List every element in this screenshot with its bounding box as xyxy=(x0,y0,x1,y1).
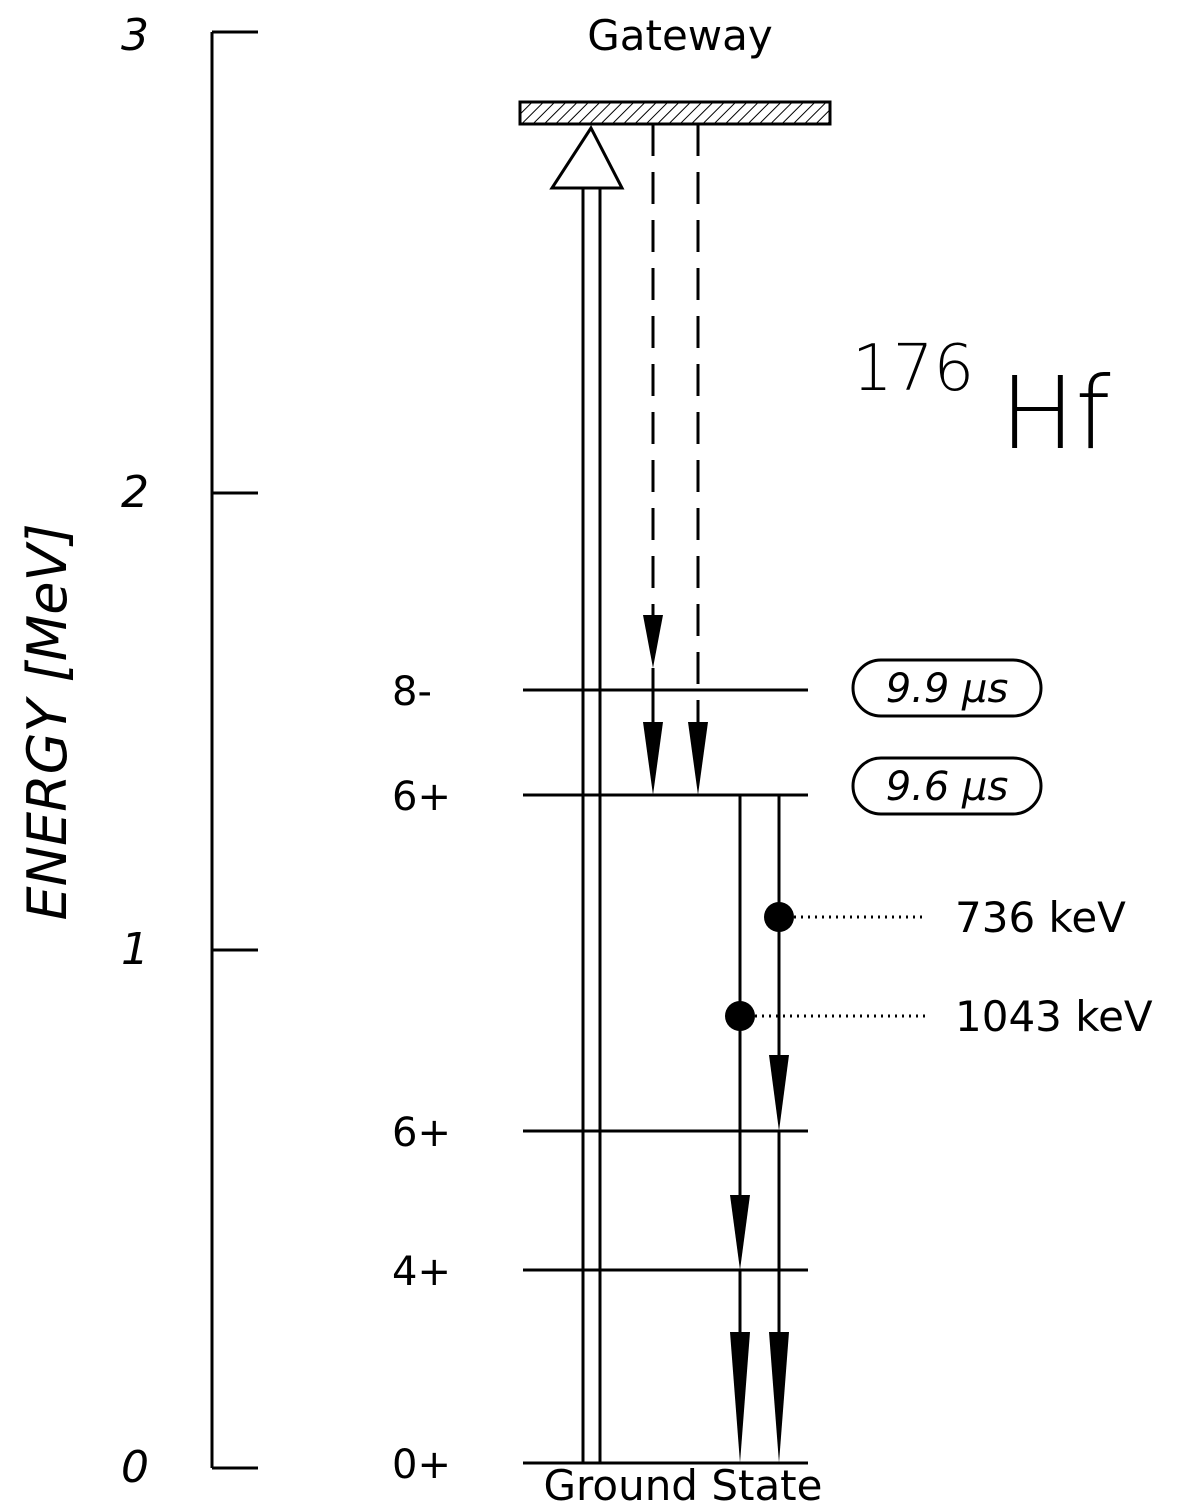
energy-axis: 0 1 2 3 ENERGY [MeV] xyxy=(16,10,258,1493)
gamma-marker-1043 xyxy=(725,1001,755,1031)
gamma-energy-label: 1043 keV xyxy=(955,992,1153,1041)
level-spin-label: 8- xyxy=(392,669,432,715)
mass-number: 176 xyxy=(852,332,974,406)
gamma-marker-736 xyxy=(764,902,794,932)
gamma-cascade-arrows xyxy=(730,795,789,1463)
gateway-decay-arrows xyxy=(643,124,708,795)
lifetime-label: 9.9 μs xyxy=(886,666,1009,712)
ground-state-label: Ground State xyxy=(543,1461,822,1505)
level-spin-label: 0+ xyxy=(392,1442,451,1488)
axis-title: ENERGY [MeV] xyxy=(16,523,79,920)
gateway-label: Gateway xyxy=(587,11,773,60)
lifetime-badge-frame xyxy=(851,756,1043,816)
axis-tick-label: 1 xyxy=(121,924,149,975)
excitation-arrow xyxy=(549,125,625,1463)
axis-tick-label: 0 xyxy=(121,1442,149,1493)
element-symbol: Hf xyxy=(1000,355,1110,472)
gamma-energy-label: 736 keV xyxy=(955,893,1126,942)
level-spin-label: 6+ xyxy=(392,774,451,820)
level-spin-label: 4+ xyxy=(392,1249,451,1295)
lifetime-badge-frame xyxy=(851,658,1043,718)
axis-tick-label: 2 xyxy=(121,467,149,518)
gateway-band xyxy=(518,100,832,126)
nucleus-label: 176 Hf xyxy=(852,332,1110,472)
energy-levels: 8- 6+ 6+ 4+ 0+ xyxy=(392,669,808,1488)
lifetime-badges: 9.9 μs 9.6 μs xyxy=(851,658,1043,816)
gamma-line-labels: 736 keV 1043 keV xyxy=(725,893,1153,1041)
axis-tick-label: 3 xyxy=(121,10,149,61)
level-spin-label: 6+ xyxy=(392,1110,451,1156)
lifetime-label: 9.6 μs xyxy=(886,764,1009,810)
